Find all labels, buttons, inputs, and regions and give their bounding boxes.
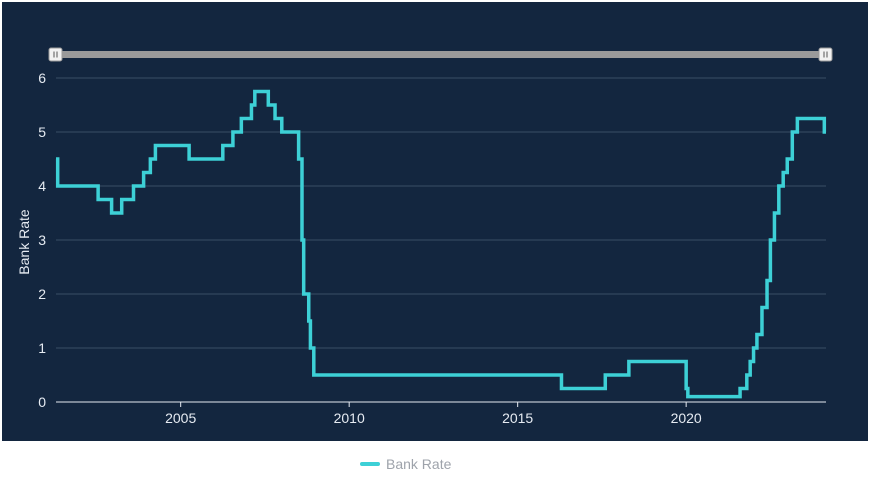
legend[interactable]: Bank Rate [360,454,451,474]
y-tick-label: 5 [38,124,46,140]
y-tick-label: 6 [38,70,46,86]
legend-label-bank-rate: Bank Rate [386,456,452,472]
range-navigator[interactable] [48,47,833,62]
y-axis-ticks: 0 1 2 3 4 5 6 [38,70,46,410]
y-tick-label: 1 [38,340,46,356]
x-tick-label: 2010 [334,410,365,426]
y-axis-title: Bank Rate [16,209,32,275]
y-tick-label: 2 [38,286,46,302]
legend-swatch-bank-rate [360,462,380,466]
line-chart: 0 1 2 3 4 5 6 2005 2010 2015 2020 Bank Rate [16,47,833,426]
x-tick-label: 2005 [165,410,196,426]
range-navigator-track[interactable] [56,51,828,58]
range-handle-right[interactable] [818,47,833,62]
y-tick-label: 0 [38,394,46,410]
chart-panel: 0 1 2 3 4 5 6 2005 2010 2015 2020 Bank Rate [2,2,868,441]
y-tick-label: 3 [38,232,46,248]
x-axis-ticks: 2005 2010 2015 2020 [165,402,702,426]
series-line-bank-rate[interactable] [55,89,827,399]
x-tick-label: 2020 [671,410,702,426]
grid-lines [56,77,826,349]
y-tick-label: 4 [38,178,46,194]
range-handle-left[interactable] [48,47,63,62]
x-tick-label: 2015 [502,410,533,426]
